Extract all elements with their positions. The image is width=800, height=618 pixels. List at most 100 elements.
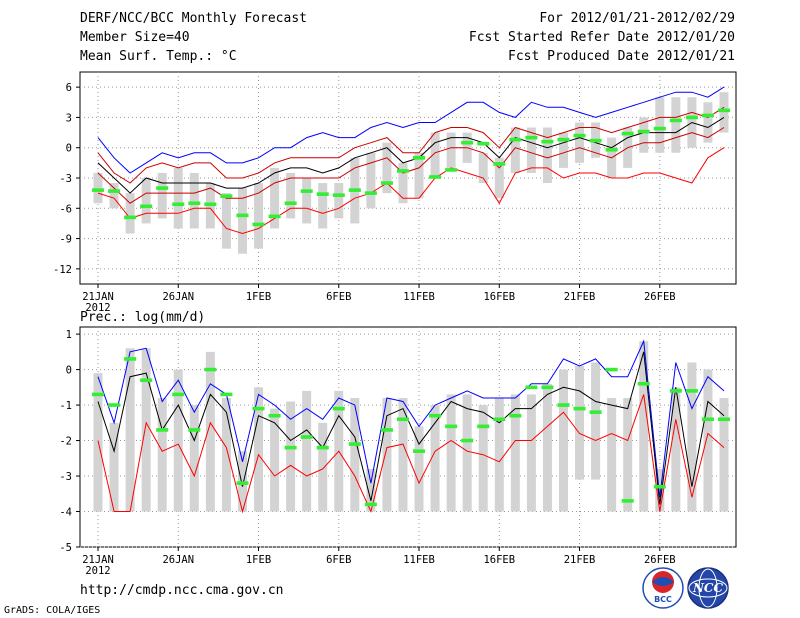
prec-ytick-label: 1 [66, 329, 72, 341]
prec-observed-marker [701, 417, 714, 422]
prec-observed-marker [364, 502, 377, 507]
temperature-panel: 21JAN 26JAN 1FEB 6FEB 11FEB 16FEB 21FEB 26FEB 20… [53, 71, 737, 314]
prec-spread-bar [157, 397, 167, 512]
prec-xtick-label: 16FEB [483, 554, 515, 566]
temp-ytick-label: -3 [59, 173, 72, 185]
temp-xtick-label: 6FEB [326, 291, 351, 303]
temp-observed-marker [236, 213, 249, 218]
temp-observed-marker [685, 115, 698, 120]
prec-observed-marker [573, 406, 586, 411]
temp-xtick-label: 21FEB [564, 291, 596, 303]
title-left-line2: Member Size=40 [80, 30, 190, 45]
prec-spread-bar [591, 362, 601, 480]
prec-spread-bar [398, 397, 408, 512]
prec-observed-marker [413, 449, 426, 453]
temp-spread-bar [141, 178, 151, 224]
title-left-line1: DERF/NCC/BCC Monthly Forecast [80, 11, 307, 26]
temp-spread-bar [318, 183, 328, 229]
prec-observed-marker [252, 406, 265, 411]
prec-spread-bar [382, 397, 392, 512]
prec-spread-bar [607, 397, 617, 512]
temp-spread-bar [366, 152, 376, 209]
prec-observed-marker [172, 392, 185, 397]
title-right-line1: For 2012/01/21-2012/02/29 [539, 11, 735, 26]
prec-xyear-label: 2012 [85, 565, 110, 577]
temp-observed-marker [380, 181, 393, 185]
prec-observed-marker [348, 442, 361, 446]
temp-observed-marker [429, 175, 442, 179]
prec-ytick-label: -3 [59, 471, 72, 483]
temp-spread-bar [302, 178, 312, 224]
prec-line-max [97, 339, 725, 498]
footer-url: http://cmdp.ncc.cma.gov.cn [80, 583, 284, 598]
prec-spread-bar [189, 405, 199, 512]
prec-spread-bar [366, 468, 376, 512]
temp-line-upper [97, 106, 725, 184]
temp-observed-marker [557, 137, 570, 142]
temp-observed-marker [653, 126, 666, 131]
prec-spread-bar [430, 405, 440, 512]
temp-observed-marker [92, 188, 104, 192]
prec-xtick-label: 11FEB [403, 554, 435, 566]
prec-observed-marker [525, 385, 538, 390]
temp-spread-bar [446, 132, 456, 168]
temp-spread-bar [173, 167, 183, 229]
prec-spread-bar [639, 341, 649, 512]
prec-line-mean [97, 351, 725, 505]
temp-observed-marker [108, 189, 121, 193]
title-left-line3: Mean Surf. Temp.: °C [80, 49, 237, 64]
prec-observed-marker [477, 424, 490, 429]
prec-observed-marker [284, 445, 297, 450]
prec-spread-bar [125, 348, 135, 512]
prec-observed-marker [140, 378, 153, 383]
temp-xtick-label: 26FEB [644, 291, 676, 303]
prec-spread-bar [254, 387, 264, 512]
prec-spread-bar [687, 362, 697, 512]
temp-xtick-label: 16FEB [483, 291, 515, 303]
temp-spread-bar [558, 132, 568, 168]
temp-spread-bar [671, 97, 681, 153]
prec-observed-marker [124, 357, 137, 361]
temp-xyear-label: 2012 [85, 302, 110, 314]
temp-observed-marker [589, 138, 602, 143]
temp-spread-bar [639, 117, 649, 153]
temp-observed-marker [220, 194, 233, 198]
prec-observed-marker [156, 428, 169, 432]
prec-observed-marker [621, 499, 634, 503]
temp-spread-bar [157, 172, 167, 219]
prec-spread-bar [494, 397, 504, 512]
temp-observed-marker [509, 137, 522, 142]
prec-spread-bar [575, 366, 585, 480]
prec-xtick-label: 26JAN [162, 554, 194, 566]
temp-observed-marker [525, 135, 538, 140]
prec-observed-marker [589, 410, 602, 414]
temp-spread-bar [526, 127, 536, 173]
prec-observed-marker [509, 413, 522, 418]
temp-ytick-label: -9 [59, 234, 72, 246]
temp-observed-marker [637, 129, 650, 134]
prec-observed-marker [541, 385, 554, 390]
temp-observed-marker [621, 131, 634, 136]
temp-xtick-label: 21JAN [82, 291, 114, 303]
temp-observed-marker [541, 139, 554, 144]
prec-spread-bar [542, 383, 552, 512]
prec-ytick-label: -4 [59, 507, 72, 519]
temp-ytick-label: 6 [66, 82, 72, 94]
prec-observed-marker [685, 389, 698, 393]
temp-spread-bar [286, 172, 296, 219]
prec-xtick-label: 1FEB [246, 554, 271, 566]
title-right-line3: Fcst Produced Date 2012/01/21 [508, 49, 735, 64]
bcc-logo-text: BCC [654, 595, 672, 604]
prec-observed-marker [461, 438, 474, 443]
prec-observed-marker [300, 435, 313, 439]
temp-observed-marker [396, 169, 409, 173]
prec-spread-bar [655, 468, 665, 512]
prec-spread-bar [671, 387, 681, 512]
prec-spread-bar [623, 397, 633, 512]
temp-observed-marker [156, 186, 169, 190]
temp-spread-bar [270, 167, 280, 229]
temp-spread-bar [655, 97, 665, 153]
temp-spread-bar [221, 193, 231, 249]
temp-spread-bar [93, 172, 103, 204]
prec-ytick-label: 0 [66, 365, 72, 377]
